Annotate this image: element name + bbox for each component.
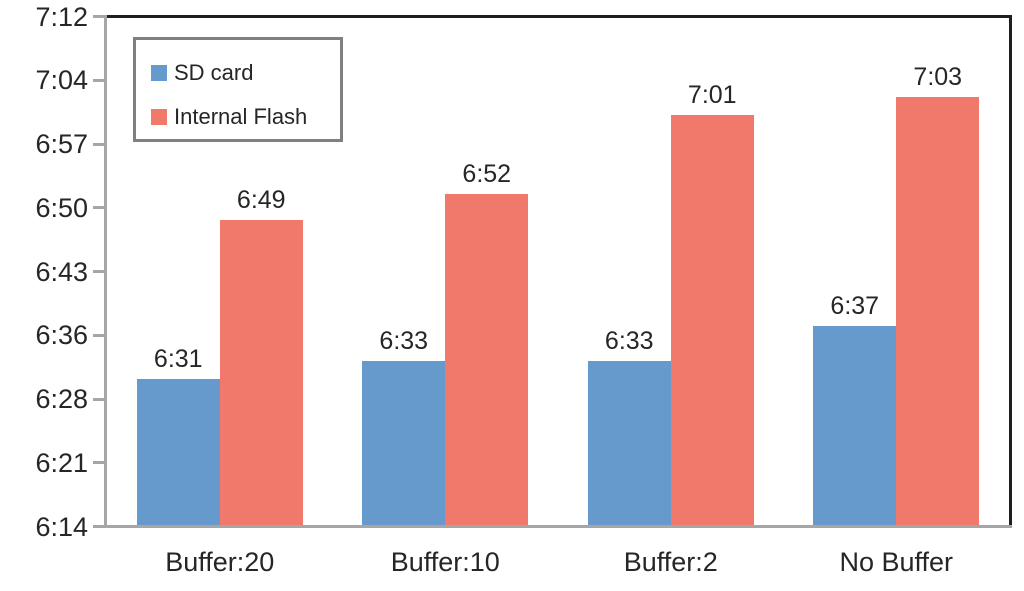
- y-axis-tick-label: 7:04: [35, 65, 88, 96]
- x-axis: Buffer:20 Buffer:10 Buffer:2 No Buffer: [107, 547, 1009, 577]
- legend-swatch-internal-flash: [151, 109, 167, 125]
- bar-value-label: 6:31: [153, 344, 203, 373]
- y-axis-tick-label: 6:28: [35, 384, 88, 414]
- bar-value-label: 6:33: [379, 327, 429, 356]
- y-axis-tick: [93, 78, 104, 82]
- legend-item-sd-card: SD card: [151, 58, 340, 88]
- x-axis-label: No Buffer: [839, 547, 954, 577]
- bar-sd-card: 6:37: [813, 293, 897, 525]
- legend-item-internal-flash: Internal Flash: [151, 102, 340, 132]
- y-axis-tick-label: 7:12: [35, 1, 88, 32]
- y-axis-tick-label: 6:21: [35, 447, 88, 478]
- y-axis-tick: [93, 333, 104, 337]
- y-axis-tick: [93, 270, 104, 273]
- bar-internal-flash: 6:49: [219, 187, 303, 525]
- plot-border-top: [104, 15, 1012, 18]
- y-axis-tick-label: 6:50: [35, 192, 88, 223]
- bar-value-label: 7:03: [913, 63, 963, 92]
- bar-group-buffer-2: 6:33 7:01: [558, 18, 784, 525]
- y-axis-tick-label: 6:14: [35, 511, 88, 542]
- bar-value-label: 6:33: [604, 327, 654, 356]
- bar-group-buffer-20: 6:31 6:49: [107, 18, 333, 525]
- plot-area: 6:31 6:49 6:33 6:52 6:33 7:01 6:37 7:03: [107, 18, 1009, 525]
- y-axis-tick: [93, 206, 104, 210]
- y-axis-tick: [93, 142, 104, 146]
- legend-swatch-sd-card: [151, 65, 167, 81]
- bar-value-label: 7:01: [687, 80, 737, 109]
- bar-group-no-buffer: 6:37 7:03: [784, 18, 1010, 525]
- bar-value-label: 6:49: [236, 186, 286, 215]
- y-axis-tick-label: 6:57: [35, 129, 88, 159]
- y-axis-tick: [93, 461, 104, 465]
- bar-value-label: 6:37: [830, 292, 880, 321]
- legend: SD card Internal Flash: [133, 37, 343, 142]
- legend-label-internal-flash: Internal Flash: [174, 104, 308, 129]
- bar-internal-flash: 7:01: [670, 82, 754, 525]
- x-axis-label: Buffer:20: [165, 547, 275, 577]
- bar-internal-flash: 7:03: [896, 64, 980, 525]
- y-axis-tick-label: 6:36: [35, 320, 88, 351]
- x-axis-label: Buffer:10: [390, 547, 500, 577]
- x-axis-line: [104, 525, 1012, 528]
- bar-sd-card: 6:33: [362, 328, 446, 525]
- bar-value-label: 6:52: [462, 160, 512, 188]
- bar-sd-card: 6:31: [136, 346, 220, 525]
- x-axis-label: Buffer:2: [623, 547, 718, 577]
- y-axis-tick: [93, 525, 104, 528]
- legend-label-sd-card: SD card: [174, 60, 254, 85]
- y-axis-tick: [93, 15, 104, 18]
- y-axis-line: [104, 15, 107, 528]
- y-axis-tick-label: 6:43: [35, 256, 88, 287]
- plot-border-right: [1009, 15, 1012, 528]
- bar-internal-flash: 6:52: [445, 161, 529, 525]
- bar-group-buffer-10: 6:33 6:52: [333, 18, 559, 525]
- bar-sd-card: 6:33: [587, 328, 671, 525]
- y-axis-tick: [93, 397, 104, 401]
